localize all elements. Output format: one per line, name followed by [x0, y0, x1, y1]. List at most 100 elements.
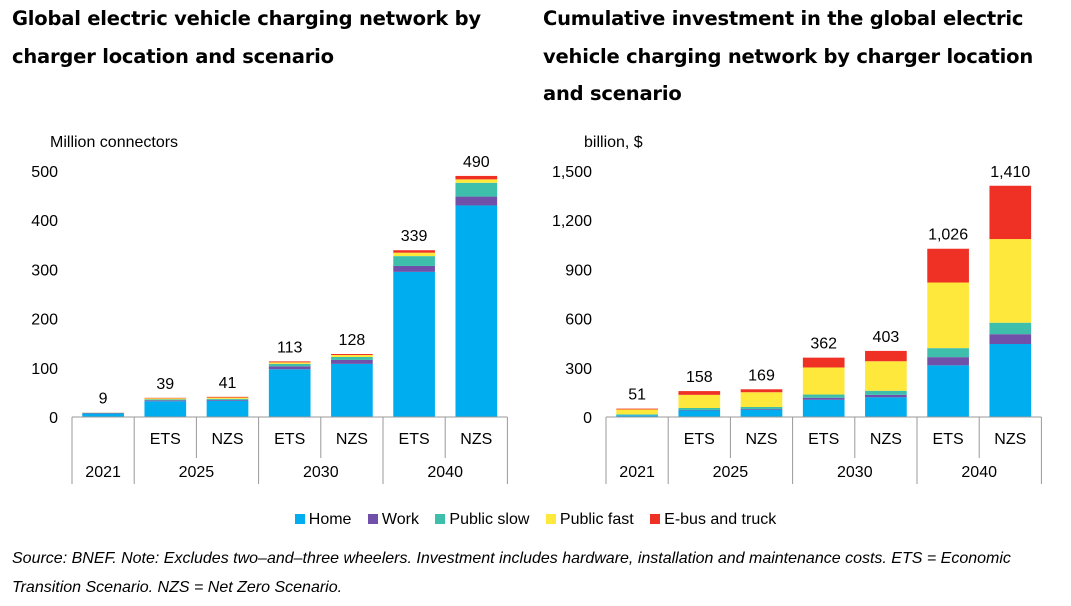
y-tick-label: 1,200	[552, 213, 592, 230]
bar-segment-public-fast	[678, 394, 721, 408]
bar-total-label: 51	[628, 387, 646, 404]
bar-segment-public-fast	[927, 282, 969, 349]
bar-segment-public-fast	[740, 392, 783, 407]
legend-label: E-bus and truck	[664, 511, 777, 528]
bar-total-label: 362	[810, 336, 837, 353]
bar-segment-public-fast	[616, 409, 658, 415]
y-tick-label: 400	[31, 213, 58, 230]
bar-segment-home	[82, 413, 124, 417]
x-category-label: NZS	[336, 431, 368, 448]
legend-item-work: Work	[367, 511, 419, 529]
bar-segment-home	[740, 409, 783, 417]
bar-segment-home	[144, 401, 187, 417]
y-tick-label: 600	[565, 312, 592, 329]
bar-segment-work	[455, 196, 498, 206]
bar-segment-home	[206, 400, 249, 417]
bar-segment-e-bus-and-truck	[989, 185, 1032, 240]
bar-segment-work	[268, 366, 311, 370]
bar-segment-e-bus-and-truck	[455, 175, 498, 180]
x-category-label: ETS	[808, 431, 839, 448]
x-category-label: ETS	[684, 431, 715, 448]
bar-total-label: 9	[99, 391, 108, 408]
legend-swatch-home	[294, 514, 305, 524]
source-note: Source: BNEF. Note: Excludes two–and–thr…	[12, 550, 1011, 596]
bar-segment-public-fast	[393, 252, 435, 257]
bar-segment-e-bus-and-truck	[802, 357, 845, 368]
y-axis-label: Million connectors	[50, 134, 178, 151]
legend-swatch-public-fast	[545, 514, 556, 524]
bar-segment-public-slow	[678, 407, 721, 410]
bar-segment-home	[268, 369, 311, 417]
bar-segment-public-fast	[455, 179, 498, 183]
bar-total-label: 1,026	[928, 227, 968, 244]
legend-item-public-slow: Public slow	[435, 511, 529, 529]
bar-segment-e-bus-and-truck	[393, 250, 435, 253]
bar-total-label: 403	[873, 329, 900, 346]
x-category-label: NZS	[746, 431, 778, 448]
bar-segment-public-fast	[989, 239, 1032, 323]
bar-total-label: 41	[219, 375, 237, 392]
bar-segment-public-fast	[268, 362, 311, 364]
bar-segment-home	[865, 397, 907, 417]
bar-segment-work	[927, 357, 969, 366]
bar-segment-public-fast	[802, 367, 845, 395]
legend-label: Public slow	[449, 511, 530, 528]
bar-segment-public-fast	[331, 355, 373, 357]
legend-swatch-public-slow	[435, 514, 446, 524]
bar-segment-home	[802, 399, 845, 417]
legend-label: Public fast	[559, 511, 634, 528]
bar-segment-home	[989, 344, 1032, 417]
x-category-label: NZS	[994, 431, 1026, 448]
bar-segment-home	[455, 205, 498, 417]
bar-segment-public-fast	[206, 397, 249, 399]
bar-segment-work	[393, 265, 435, 272]
bar-segment-public-slow	[616, 414, 658, 416]
bar-segment-e-bus-and-truck	[206, 396, 249, 398]
bar-segment-home	[927, 365, 969, 417]
right-chart-title: Cumulative investment in the global elec…	[543, 7, 1034, 105]
x-group-label: 2030	[303, 464, 339, 481]
legend-item-public-fast: Public fast	[545, 511, 634, 529]
bar-segment-work	[206, 399, 249, 401]
x-category-label: NZS	[212, 431, 244, 448]
x-group-label: 2021	[85, 464, 121, 481]
x-category-label: ETS	[274, 431, 305, 448]
bar-segment-work	[331, 359, 373, 364]
y-tick-label: 0	[49, 410, 58, 427]
bar-segment-work	[865, 394, 907, 398]
bar-segment-public-slow	[740, 406, 783, 409]
legend-item-ebus-truck: E-bus and truck	[650, 511, 776, 529]
y-tick-label: 300	[31, 262, 58, 279]
x-group-label: 2040	[961, 464, 997, 481]
legend-swatch-ebus-truck	[650, 514, 661, 524]
bar-segment-work	[989, 334, 1032, 345]
bar-segment-public-slow	[927, 348, 969, 358]
y-tick-label: 900	[565, 262, 592, 279]
bar-segment-home	[678, 410, 721, 417]
bar-segment-e-bus-and-truck	[616, 408, 658, 410]
bar-total-label: 490	[463, 154, 490, 171]
bar-total-label: 39	[156, 376, 174, 393]
y-tick-label: 300	[565, 361, 592, 378]
bar-total-label: 169	[748, 367, 775, 384]
bar-segment-public-slow	[802, 394, 845, 398]
x-category-label: ETS	[150, 431, 181, 448]
x-category-label: ETS	[933, 431, 964, 448]
x-category-label: NZS	[870, 431, 902, 448]
bar-segment-work	[144, 400, 187, 402]
y-tick-label: 1,500	[552, 164, 592, 181]
y-tick-label: 0	[583, 410, 592, 427]
bar-total-label: 158	[686, 369, 713, 386]
left-chart-title: Global electric vehicle charging network…	[12, 7, 481, 68]
bar-segment-e-bus-and-truck	[927, 248, 969, 283]
bar-segment-public-slow	[144, 399, 187, 401]
bar-total-label: 113	[277, 339, 303, 356]
bar-segment-public-slow	[989, 322, 1032, 335]
bar-segment-work	[740, 408, 783, 410]
bar-segment-public-slow	[331, 356, 373, 360]
x-group-label: 2030	[837, 464, 873, 481]
bar-segment-public-slow	[393, 256, 435, 266]
y-axis-label: billion, $	[584, 134, 643, 151]
bar-segment-home	[393, 271, 435, 417]
